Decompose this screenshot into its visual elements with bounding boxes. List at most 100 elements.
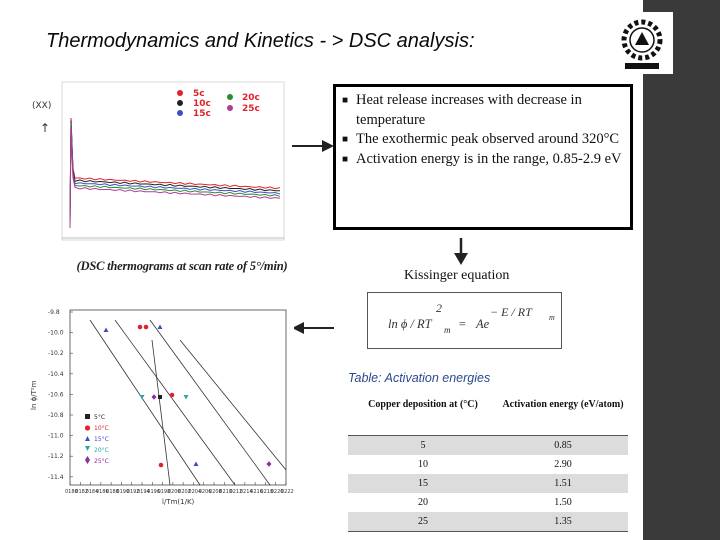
right-side-band	[643, 0, 720, 540]
kissinger-equation: 2 ln ϕ / RT m = Ae − E / RT m	[367, 292, 562, 349]
x-tick-label: 0212	[230, 489, 243, 495]
legend-label-10c: 10c	[193, 99, 211, 109]
data-point-20	[139, 395, 145, 400]
x-tick-label: 0214	[240, 489, 253, 495]
x-tick-label: 0198	[158, 489, 171, 495]
bullet-square-icon: ■	[342, 134, 349, 145]
y-tick-label: -9.8	[48, 309, 60, 316]
arrow-up-icon: ↑	[40, 121, 50, 135]
equation-superscript: 2	[436, 301, 442, 315]
bullet-square-icon: ■	[342, 153, 349, 165]
slide-title: Thermodynamics and Kinetics - > DSC anal…	[46, 30, 475, 52]
equation-lhs-sub: m	[444, 325, 451, 335]
arrow-left-icon	[292, 322, 334, 334]
y-tick-label: -10.4	[48, 371, 64, 378]
x-tick-label: 0180	[65, 489, 78, 495]
equation-rhs: Ae	[476, 317, 490, 331]
legend-dot-10c	[177, 100, 183, 106]
fit-line	[179, 339, 287, 471]
legend-dot-20c	[227, 94, 233, 100]
kissinger-plot: -9.8 -10.0 -10.2 -10.4 -10.6 -10.8 -11.0 -11.2 -…	[30, 300, 294, 512]
data-point-5	[158, 395, 162, 399]
legend-label-20: 20°C	[94, 447, 109, 454]
y-tick-label: -10.0	[48, 330, 64, 337]
fit-line	[114, 319, 236, 486]
x-tick-label: 0186	[96, 489, 109, 495]
activation-energy-table: Copper deposition at (°C) Activation ene…	[348, 394, 628, 532]
equation-exponent: − E / RT	[490, 305, 532, 319]
kissinger-label: Kissinger equation	[404, 268, 510, 283]
legend-dot-5c	[177, 90, 183, 96]
x-tick-label: 0220	[271, 489, 284, 495]
table-row: 20 1.50	[418, 497, 572, 508]
x-tick-label: 0204	[188, 489, 201, 495]
table-row: 5 0.85	[348, 435, 628, 455]
fit-line	[89, 319, 201, 486]
legend-label-5: 5°C	[94, 414, 105, 421]
legend-label-15: 15°C	[94, 436, 109, 443]
x-tick-label: 0206	[199, 489, 212, 495]
dsc-curve-25c	[69, 127, 281, 229]
x-tick-label: 0202	[178, 489, 191, 495]
table-row: 15 1.51	[348, 474, 628, 493]
legend-label-15c: 15c	[193, 109, 211, 119]
legend-marker-10	[84, 425, 91, 431]
table-title: Table: Activation energies	[348, 371, 491, 385]
data-point-10	[169, 392, 175, 398]
x-tick-label: 0182	[75, 489, 88, 495]
equation-equals: =	[458, 317, 467, 331]
data-point-15	[103, 327, 109, 332]
y-tick-label: -10.8	[48, 412, 64, 419]
legend-label-20c: 20c	[242, 93, 260, 103]
table-row: 10 2.90	[418, 459, 572, 470]
data-point-25	[151, 394, 157, 400]
dsc-curve-15c	[69, 122, 281, 224]
legend-marker-15	[85, 436, 90, 441]
x-tick-label: 0210	[219, 489, 232, 495]
x-tick-label: 0222	[281, 489, 294, 495]
fit-line	[151, 339, 171, 486]
x-tick-label: 0200	[168, 489, 181, 495]
legend-label-25c: 25c	[242, 104, 260, 114]
kissinger-ylabel: ln ϕ/T²m	[30, 380, 38, 410]
data-point-20	[183, 395, 189, 400]
legend-label-10: 10°C	[94, 425, 109, 432]
legend-label-5c: 5c	[193, 89, 205, 99]
x-tick-label: 0188	[106, 489, 119, 495]
institute-logo	[611, 12, 673, 74]
table-row: 25 1.35	[348, 512, 628, 532]
table-header-deposition: Copper deposition at (°C)	[348, 394, 498, 436]
dsc-curve-10c	[69, 120, 281, 221]
data-point-25	[266, 461, 272, 467]
dsc-curve-5c	[69, 117, 281, 219]
bullet-item: ■ Activation energy is in the range, 0.85…	[342, 150, 624, 170]
data-point-10	[143, 324, 149, 330]
legend-marker-20	[85, 446, 90, 451]
kissinger-legend: 5°C 10°C 15°C 20°C 25°C	[84, 414, 109, 465]
bullet-square-icon: ■	[342, 95, 349, 106]
dsc-caption: (DSC thermograms at scan rate of 5°/min)	[76, 259, 288, 273]
x-tick-label: 0192	[127, 489, 140, 495]
legend-marker-25	[85, 456, 90, 464]
y-tick-label: -11.0	[48, 433, 64, 440]
x-tick-label: 0218	[260, 489, 273, 495]
data-point-10	[137, 324, 143, 330]
bullet-item: ■ Heat release increases with decrease in…	[342, 91, 624, 130]
y-tick-label: -10.6	[48, 391, 64, 398]
bullet-item: ■ The exothermic peak observed around 320…	[342, 130, 624, 150]
y-tick-label: -11.4	[48, 474, 64, 481]
data-point-15	[193, 461, 199, 466]
table-header-energy: Activation energy (eV/atom)	[498, 394, 628, 436]
x-tick-label: 0190	[116, 489, 129, 495]
data-point-15	[157, 324, 163, 329]
legend-label-25: 25°C	[94, 458, 109, 465]
equation-exponent-sub: m	[549, 313, 555, 322]
x-tick-label: 0216	[250, 489, 263, 495]
legend-marker-5	[85, 414, 90, 419]
fit-line	[149, 319, 271, 486]
arrow-down-icon	[454, 238, 468, 265]
x-tick-label: 0194	[137, 489, 150, 495]
x-tick-label: 0184	[86, 489, 99, 495]
y-tick-label: -11.2	[48, 453, 64, 460]
dsc-ylabel: (XX)	[32, 101, 51, 111]
